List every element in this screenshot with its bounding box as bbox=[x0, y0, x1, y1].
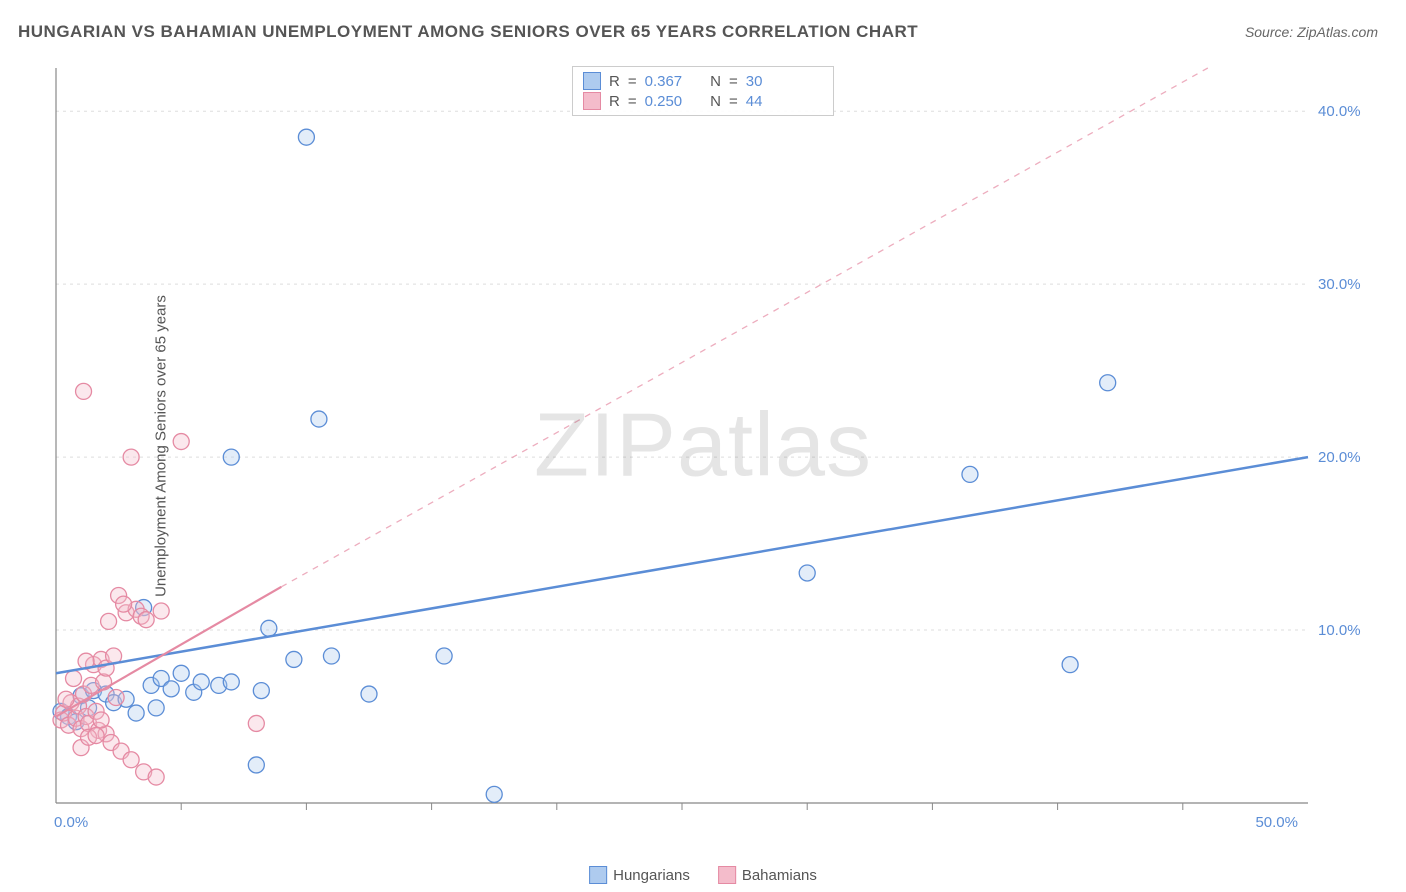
legend-label: Hungarians bbox=[613, 867, 690, 884]
stat-r-value: 0.367 bbox=[645, 73, 683, 90]
svg-text:50.0%: 50.0% bbox=[1255, 814, 1298, 831]
stats-legend-row: R = 0.367 N = 30 bbox=[583, 71, 823, 91]
stat-eq: = bbox=[628, 93, 637, 110]
stat-r-value: 0.250 bbox=[645, 93, 683, 110]
legend-swatch bbox=[583, 92, 601, 110]
svg-text:20.0%: 20.0% bbox=[1318, 449, 1361, 466]
legend-swatch bbox=[589, 866, 607, 884]
stat-r-label: R bbox=[609, 93, 620, 110]
svg-text:30.0%: 30.0% bbox=[1318, 276, 1361, 293]
chart-title: HUNGARIAN VS BAHAMIAN UNEMPLOYMENT AMONG… bbox=[18, 22, 918, 42]
source-label: Source: bbox=[1245, 24, 1293, 40]
stat-n-label: N bbox=[710, 93, 721, 110]
bottom-legend-item: Bahamians bbox=[718, 866, 817, 884]
chart-svg: 10.0% 20.0% 30.0% 40.0% 0.0% 50.0% bbox=[48, 60, 1378, 845]
stat-eq: = bbox=[729, 73, 738, 90]
stat-n-value: 30 bbox=[746, 73, 763, 90]
legend-swatch bbox=[718, 866, 736, 884]
bottom-legend-item: Hungarians bbox=[589, 866, 690, 884]
svg-text:10.0%: 10.0% bbox=[1318, 622, 1361, 639]
stats-legend-row: R = 0.250 N = 44 bbox=[583, 91, 823, 111]
svg-text:0.0%: 0.0% bbox=[54, 814, 88, 831]
stat-n-label: N bbox=[710, 73, 721, 90]
stat-r-label: R bbox=[609, 73, 620, 90]
stat-eq: = bbox=[628, 73, 637, 90]
stat-eq: = bbox=[729, 93, 738, 110]
source-attribution: Source: ZipAtlas.com bbox=[1245, 24, 1378, 40]
legend-label: Bahamians bbox=[742, 867, 817, 884]
stats-legend: R = 0.367 N = 30 R = 0.250 N = 44 bbox=[572, 66, 834, 116]
bottom-legend: Hungarians Bahamians bbox=[589, 866, 817, 884]
plot-area: 10.0% 20.0% 30.0% 40.0% 0.0% 50.0% bbox=[48, 60, 1378, 845]
source-value: ZipAtlas.com bbox=[1297, 24, 1378, 40]
legend-swatch bbox=[583, 72, 601, 90]
stat-n-value: 44 bbox=[746, 93, 763, 110]
svg-text:40.0%: 40.0% bbox=[1318, 103, 1361, 120]
